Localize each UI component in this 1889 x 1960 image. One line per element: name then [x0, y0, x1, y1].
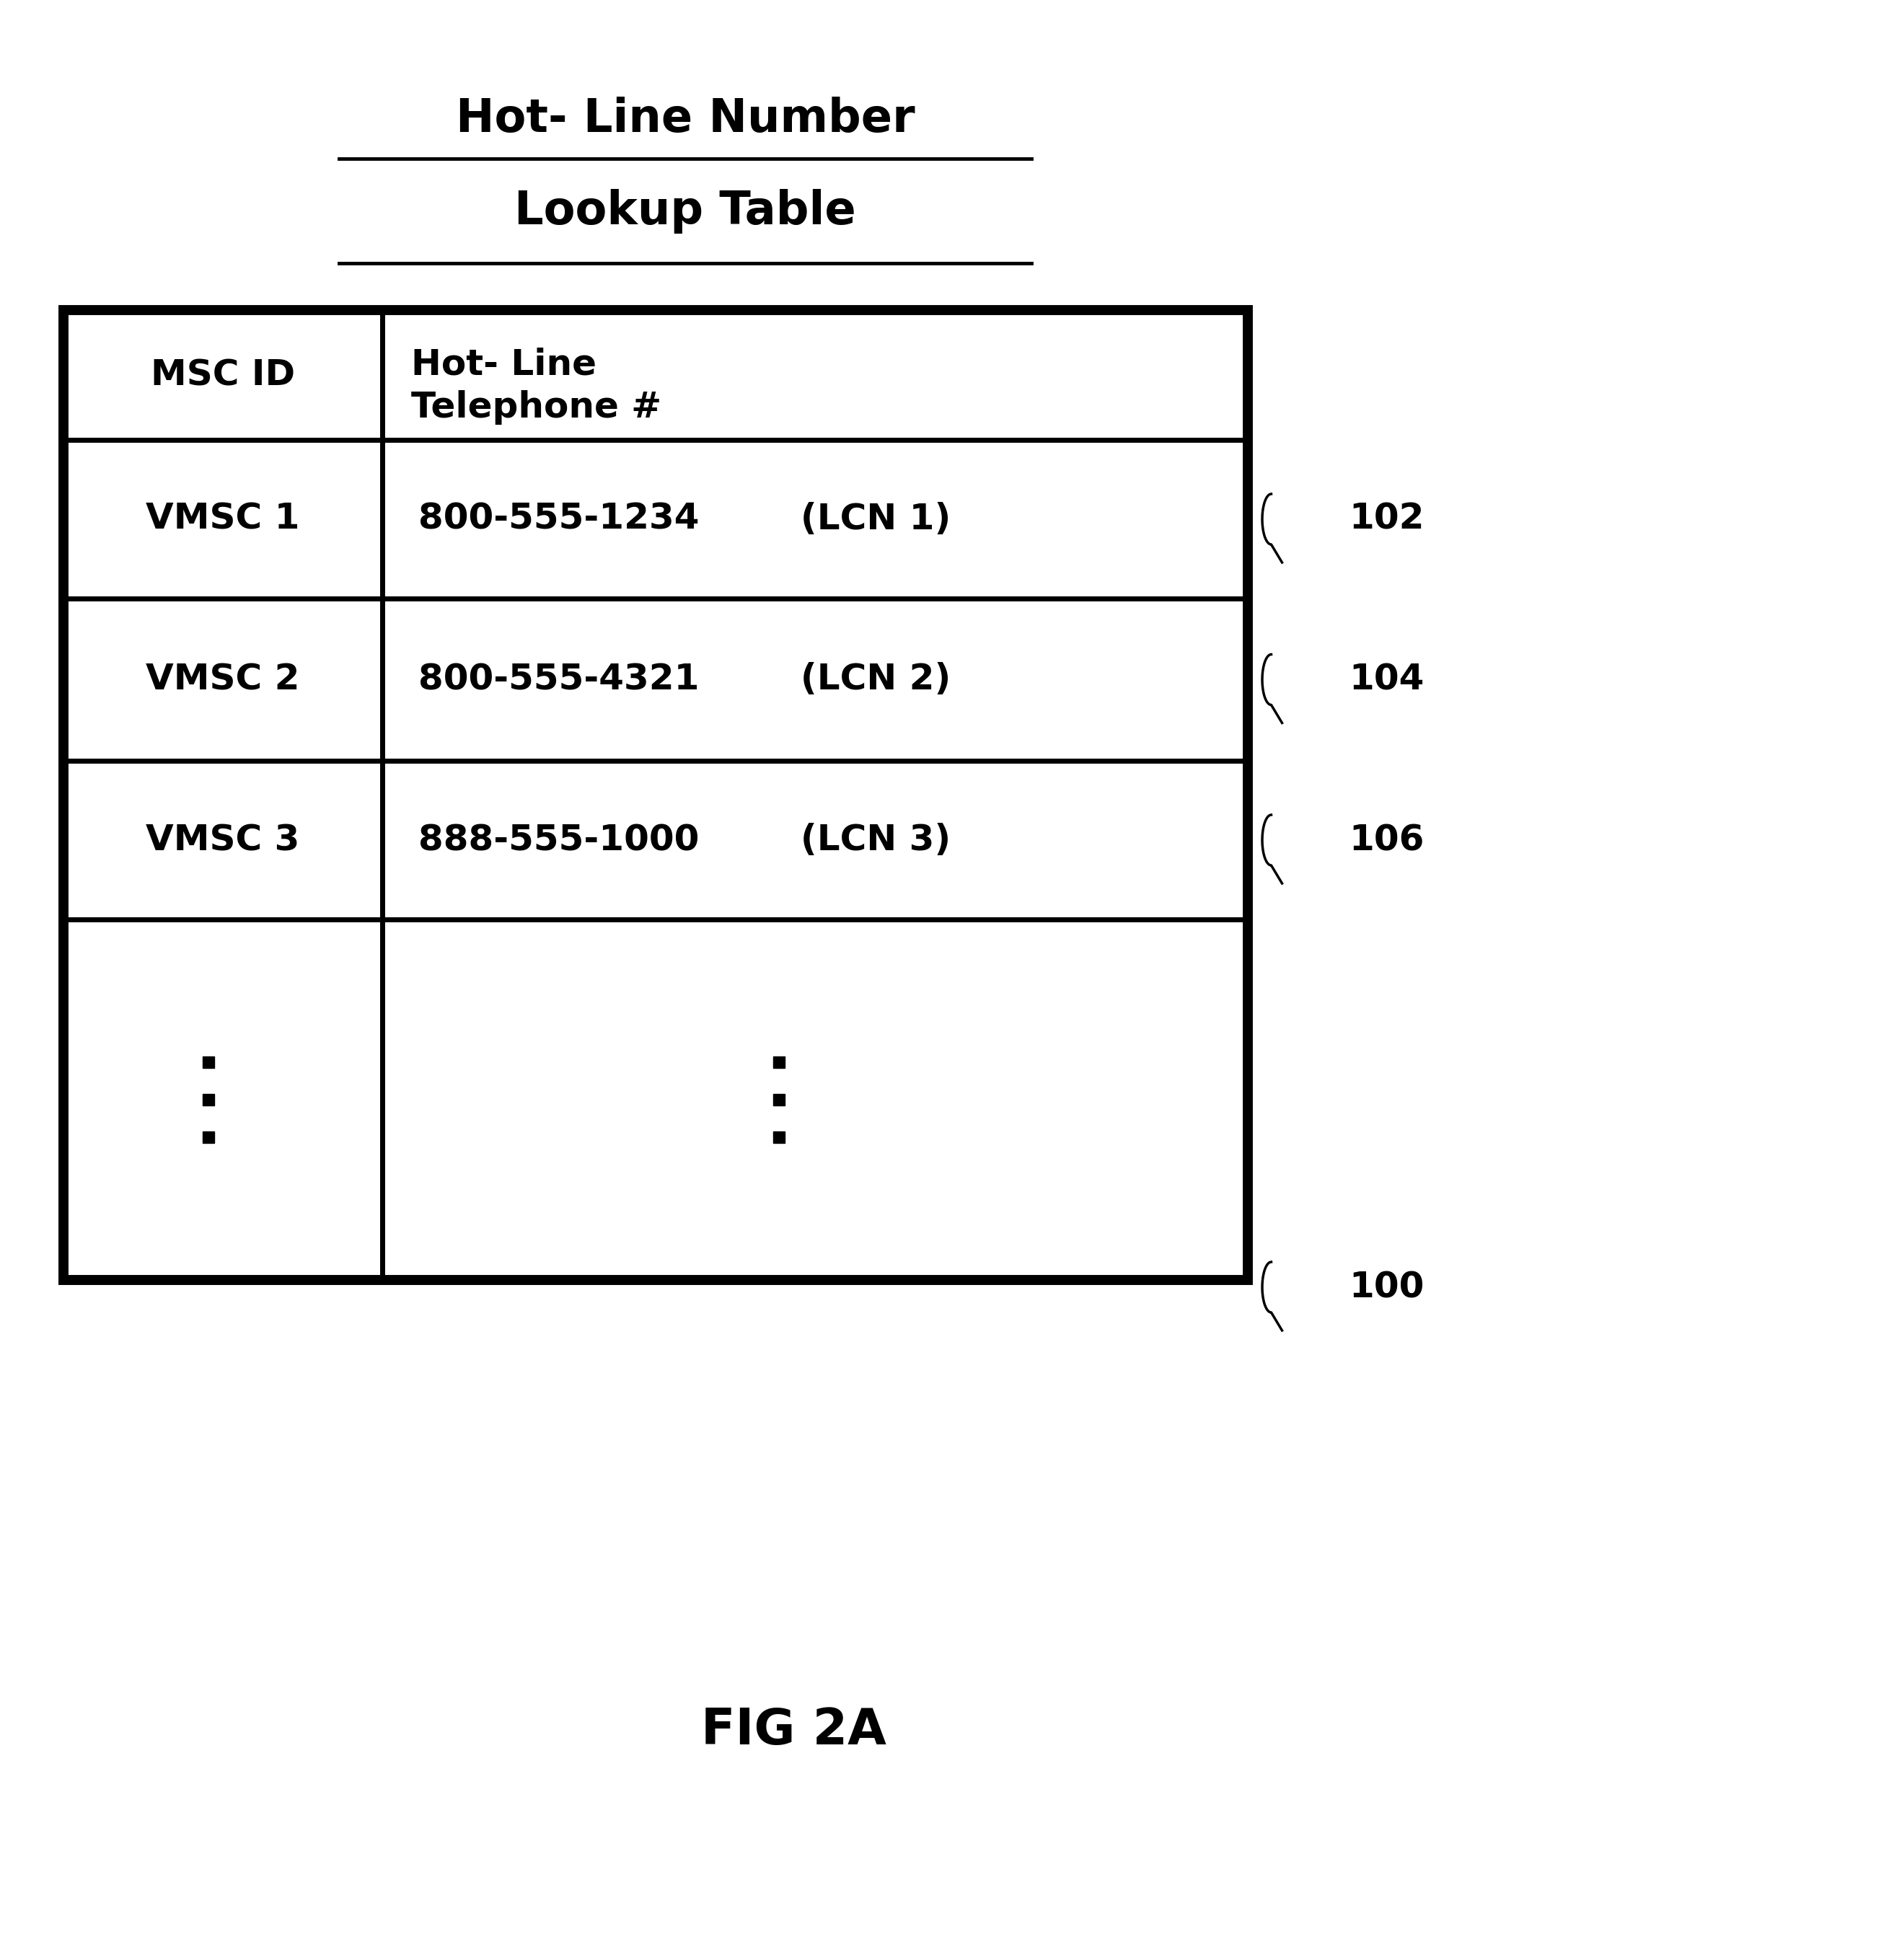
Text: 800-555-1234: 800-555-1234: [417, 502, 699, 537]
Text: 100: 100: [1349, 1270, 1424, 1305]
Text: Lookup Table: Lookup Table: [514, 188, 856, 233]
Text: VMSC 3: VMSC 3: [145, 823, 300, 857]
Text: (LCN 1): (LCN 1): [801, 502, 950, 537]
Bar: [64, 310, 1249, 1280]
Text: VMSC 1: VMSC 1: [145, 502, 300, 537]
Text: MSC ID: MSC ID: [151, 357, 295, 392]
Text: (LCN 3): (LCN 3): [801, 823, 950, 857]
Text: 102: 102: [1349, 502, 1424, 537]
Text: Hot- Line: Hot- Line: [412, 347, 597, 382]
Text: 106: 106: [1349, 823, 1424, 857]
Text: Hot- Line Number: Hot- Line Number: [455, 96, 914, 141]
Text: 800-555-4321: 800-555-4321: [417, 662, 699, 698]
Text: (LCN 2): (LCN 2): [801, 662, 950, 698]
Text: VMSC 2: VMSC 2: [145, 662, 300, 698]
Text: FIG 2A: FIG 2A: [701, 1707, 886, 1754]
Text: 104: 104: [1349, 662, 1424, 698]
Text: Telephone #: Telephone #: [412, 390, 661, 425]
Text: 888-555-1000: 888-555-1000: [417, 823, 699, 857]
